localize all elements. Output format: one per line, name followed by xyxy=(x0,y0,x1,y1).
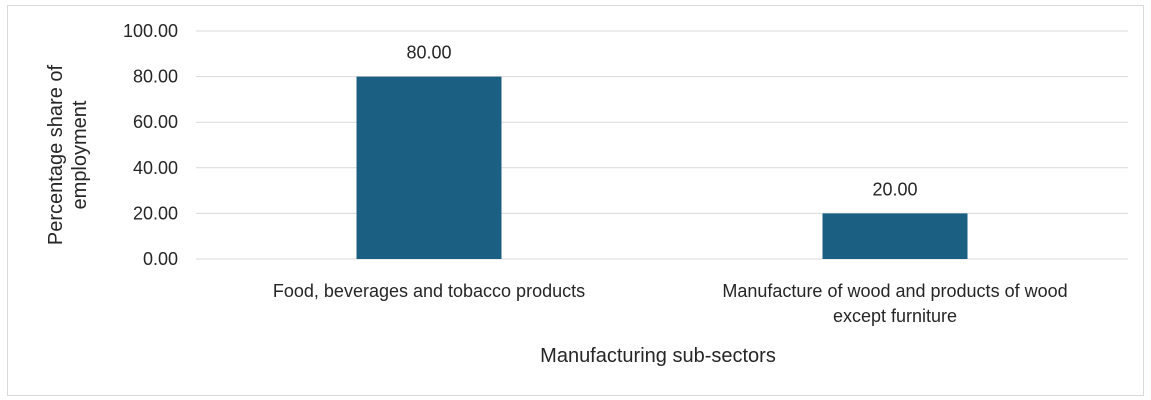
data-labels: 80.00 20.00 xyxy=(406,43,917,200)
y-tick-label: 40.00 xyxy=(133,158,178,178)
y-axis-title: Percentage share of employment xyxy=(45,65,91,246)
y-tick-label: 80.00 xyxy=(133,67,178,87)
gridlines xyxy=(196,30,1128,260)
y-tick-label: 60.00 xyxy=(133,112,178,132)
x-tick-label: Manufacture of wood and products of wood… xyxy=(722,281,1067,326)
x-tick-label: Food, beverages and tobacco products xyxy=(273,281,585,301)
y-tick-label: 100.00 xyxy=(123,21,178,41)
data-label: 20.00 xyxy=(872,179,917,199)
chart-frame xyxy=(7,5,1144,396)
data-label: 80.00 xyxy=(406,43,451,63)
bars xyxy=(356,76,968,259)
bar xyxy=(356,76,502,259)
x-axis-ticks: Food, beverages and tobacco products Manu… xyxy=(273,281,1068,326)
y-tick-label: 20.00 xyxy=(133,203,178,223)
y-axis-ticks: 0.00 20.00 40.00 60.00 80.00 100.00 xyxy=(123,21,178,269)
x-axis-title: Manufacturing sub-sectors xyxy=(540,345,776,367)
bar xyxy=(822,213,968,259)
y-tick-label: 0.00 xyxy=(143,249,178,269)
